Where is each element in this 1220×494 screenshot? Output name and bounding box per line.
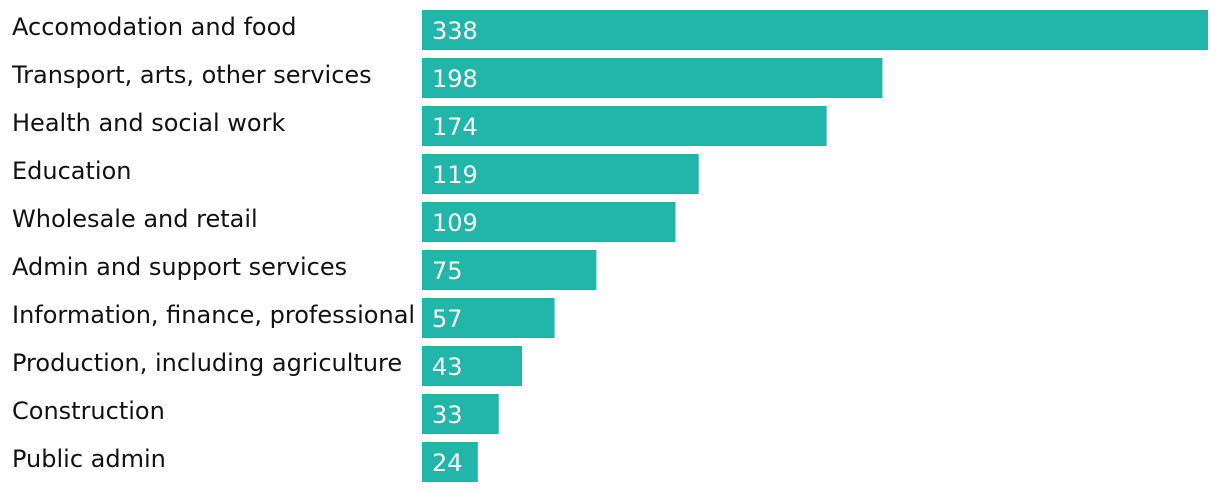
bar	[422, 154, 699, 194]
bar	[422, 106, 827, 146]
value-label: 119	[432, 161, 478, 189]
category-label: Health and social work	[12, 109, 285, 137]
value-label: 75	[432, 257, 463, 285]
category-label: Production, including agriculture	[12, 349, 402, 377]
bar	[422, 394, 499, 434]
category-label: Admin and support services	[12, 253, 347, 281]
category-label: Accomodation and food	[12, 13, 297, 41]
value-label: 198	[432, 65, 478, 93]
category-label: Information, finance, professional	[12, 301, 415, 329]
bar	[422, 58, 883, 98]
value-label: 338	[432, 17, 478, 45]
value-label: 43	[432, 353, 463, 381]
bar	[422, 202, 676, 242]
value-label: 174	[432, 113, 478, 141]
bar	[422, 442, 478, 482]
value-label: 33	[432, 401, 463, 429]
bar	[422, 298, 555, 338]
category-label: Wholesale and retail	[12, 205, 258, 233]
value-label: 109	[432, 209, 478, 237]
bar	[422, 346, 522, 386]
category-label: Construction	[12, 397, 165, 425]
category-label: Public admin	[12, 445, 166, 473]
bar	[422, 250, 597, 290]
value-label: 24	[432, 449, 463, 477]
value-label: 57	[432, 305, 463, 333]
category-label: Education	[12, 157, 131, 185]
category-label: Transport, arts, other services	[11, 61, 372, 89]
bar	[422, 10, 1208, 50]
